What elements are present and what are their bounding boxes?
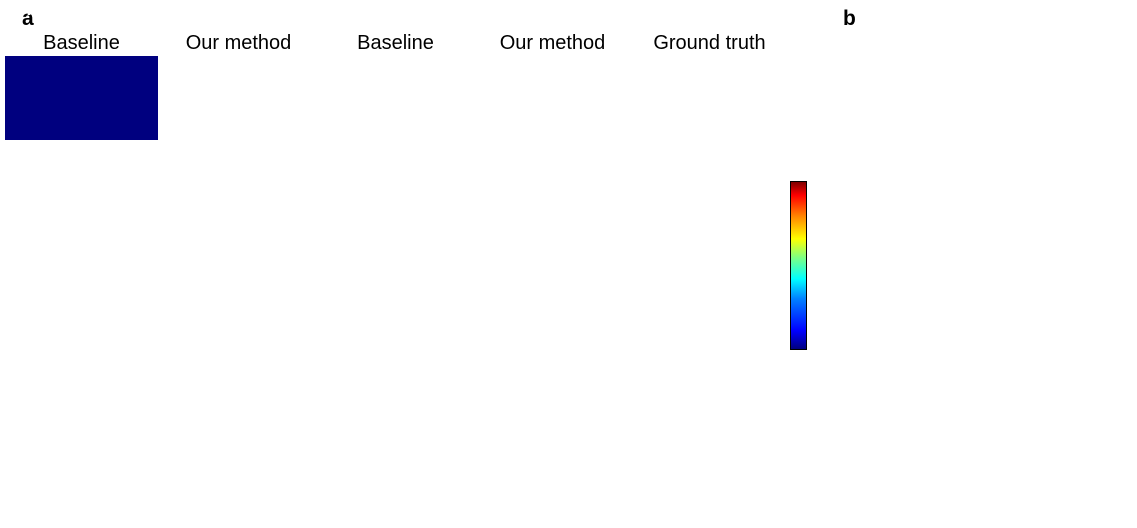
colorbar bbox=[786, 176, 830, 356]
panel-b-label: b bbox=[843, 7, 856, 30]
scale-bar-label: 5 cm bbox=[0, 0, 44, 20]
colorbar-gradient bbox=[790, 181, 807, 350]
column-header-4: Ground truth bbox=[653, 32, 766, 54]
chart-psnr-cdf bbox=[830, 22, 1137, 272]
column-header-1: Our method bbox=[185, 32, 292, 54]
column-header-0: Baseline bbox=[43, 32, 120, 54]
panel-a-label: a bbox=[22, 7, 34, 30]
chart-ssim-cdf bbox=[830, 278, 1137, 528]
column-headers-row: Baseline Our method Baseline Our method Grou… bbox=[0, 30, 786, 56]
column-header-3: Our method bbox=[499, 32, 606, 54]
panel-b-charts: b bbox=[830, 0, 1137, 526]
heatmap-canvas bbox=[5, 56, 158, 140]
column-header-2: Baseline bbox=[357, 32, 434, 54]
panel-a-images: a Baseline Our method Baseline Our method Gr… bbox=[0, 0, 830, 356]
image-cell-r0-c0 bbox=[5, 56, 158, 140]
